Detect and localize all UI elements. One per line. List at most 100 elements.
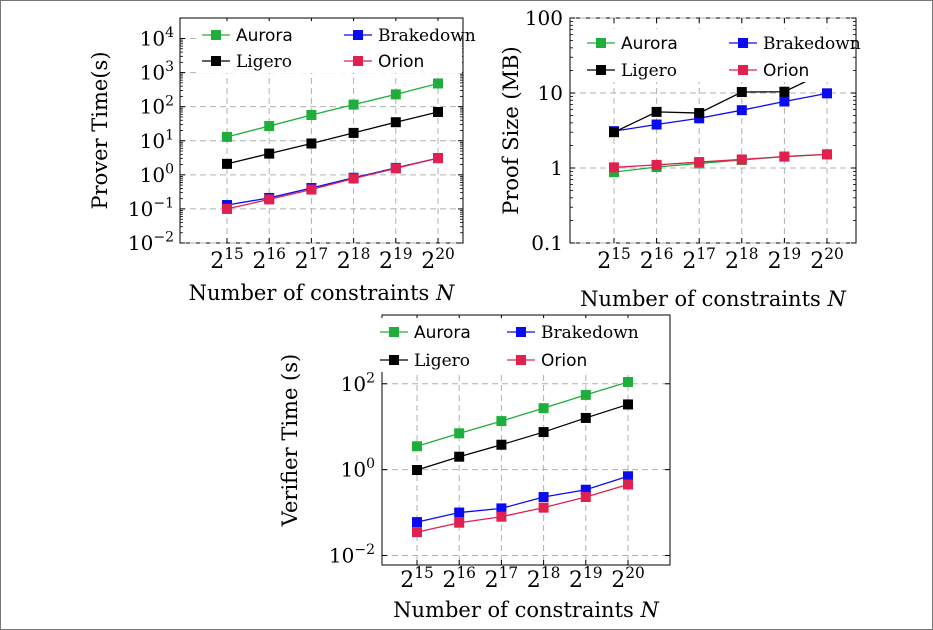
chart-verifier: 10−2 100 102 215 216 217 218 219 220 Aurora Braked… [278, 314, 671, 622]
axis-label-y: Proof Size (MB) [499, 46, 523, 215]
legend-marker-orion [353, 56, 363, 66]
legend-label-aurora: Aurora [414, 323, 471, 343]
legend-marker-orion [516, 355, 526, 365]
tick-label-x: 218 [725, 245, 759, 274]
data-point-ligero [651, 106, 662, 117]
tick-label-y: 10−1 [128, 196, 174, 221]
data-point-orion [412, 527, 422, 538]
data-point-ligero [306, 138, 317, 149]
tick-label-x: 217 [485, 564, 519, 593]
legend: Aurora Brakedown Ligero Orion [376, 318, 660, 372]
data-point-orion [454, 517, 465, 528]
tick-label-x: 219 [569, 564, 603, 593]
data-point-brakedown [496, 503, 507, 514]
data-point-ligero [623, 399, 633, 410]
data-point-brakedown [822, 88, 832, 99]
data-point-aurora [496, 416, 507, 427]
tick-label-y: 10 [538, 81, 563, 105]
data-point-brakedown [736, 105, 747, 116]
tick-label-x: 216 [252, 245, 286, 274]
legend-label-orion: Orion [378, 52, 424, 72]
tick-label-y: 101 [140, 127, 174, 152]
series-line-ligero [416, 403, 629, 471]
tick-label-x: 217 [295, 245, 329, 274]
data-point-brakedown [412, 517, 422, 528]
data-point-aurora [580, 389, 591, 400]
data-point-ligero [609, 127, 619, 138]
tick-label-y: 10−2 [329, 542, 375, 567]
data-point-orion [496, 511, 507, 522]
data-point-orion [651, 159, 662, 170]
legend: Aurora Brakedown Ligero Orion [198, 21, 476, 73]
data-point-aurora [264, 121, 275, 132]
tick-label-y: 100 [140, 161, 174, 186]
data-point-orion [433, 153, 443, 164]
data-point-orion [694, 157, 705, 168]
legend-box [583, 29, 849, 82]
data-point-aurora [454, 428, 465, 439]
data-point-aurora [538, 403, 549, 414]
tick-label-x: 215 [210, 245, 244, 274]
series-line-orion [226, 157, 439, 210]
data-point-orion [609, 162, 619, 173]
legend-marker-ligero [211, 56, 221, 66]
tick-label-y: 100 [525, 6, 563, 30]
data-point-brakedown [454, 507, 465, 518]
legend-label-brakedown: Brakedown [763, 34, 861, 54]
legend-marker-ligero [596, 65, 606, 75]
tick-label-x: 220 [421, 245, 455, 274]
data-point-ligero [580, 412, 591, 423]
data-point-aurora [412, 441, 422, 452]
tick-label-x: 220 [611, 564, 645, 593]
data-point-orion [538, 502, 549, 513]
data-point-orion [348, 173, 359, 184]
tick-label-y: 102 [341, 370, 375, 395]
tick-label-x: 218 [337, 245, 371, 274]
data-point-ligero [538, 427, 549, 438]
data-point-brakedown [651, 119, 662, 130]
data-point-ligero [496, 439, 507, 450]
data-point-ligero [264, 148, 275, 159]
data-point-brakedown [779, 96, 790, 107]
series-line-orion [613, 153, 828, 169]
axis-label-x: Number of constraints N [393, 598, 659, 622]
data-point-aurora [306, 109, 317, 120]
legend: Aurora Brakedown Ligero Orion [583, 29, 861, 82]
tick-label-y: 103 [140, 59, 174, 84]
data-point-ligero [433, 106, 443, 117]
tick-label-x: 216 [442, 564, 476, 593]
tick-label-x: 217 [682, 245, 716, 274]
data-point-brakedown [538, 492, 549, 503]
legend-marker-orion [738, 65, 748, 75]
legend-marker-ligero [389, 355, 399, 365]
legend-label-brakedown: Brakedown [541, 323, 639, 343]
series-line-ligero [613, 70, 828, 133]
legend-marker-brakedown [738, 38, 748, 48]
data-point-orion [779, 151, 790, 162]
tick-label-x: 215 [400, 564, 434, 593]
data-point-orion [736, 154, 747, 165]
chart-prover: 10−2 10−1 100 101 102 103 104 215 216 217 218 219 22… [88, 17, 476, 305]
data-point-aurora [222, 131, 232, 142]
legend-label-orion: Orion [541, 351, 587, 371]
axis-label-x: Number of constraints N [580, 287, 846, 311]
legend-label-aurora: Aurora [621, 34, 678, 54]
data-point-ligero [348, 127, 359, 138]
legend-label-aurora: Aurora [236, 26, 293, 46]
data-point-orion [264, 194, 275, 205]
tick-label-x: 216 [640, 245, 674, 274]
tick-label-y: 0.1 [531, 231, 563, 255]
data-point-orion [580, 492, 591, 503]
axis-label-y: Verifier Time (s) [278, 354, 302, 527]
data-point-aurora [348, 99, 359, 110]
tick-label-x: 220 [810, 245, 844, 274]
data-point-aurora [390, 89, 401, 100]
data-point-orion [822, 149, 832, 160]
chart-proofsize: 0.1 1 10 100 215 216 217 218 219 220 Aurora Brakedo… [499, 6, 861, 311]
data-point-orion [306, 184, 317, 195]
tick-label-x: 219 [768, 245, 802, 274]
tick-label-y: 1 [550, 156, 563, 180]
legend-label-ligero: Ligero [236, 52, 292, 72]
data-point-ligero [694, 108, 705, 119]
